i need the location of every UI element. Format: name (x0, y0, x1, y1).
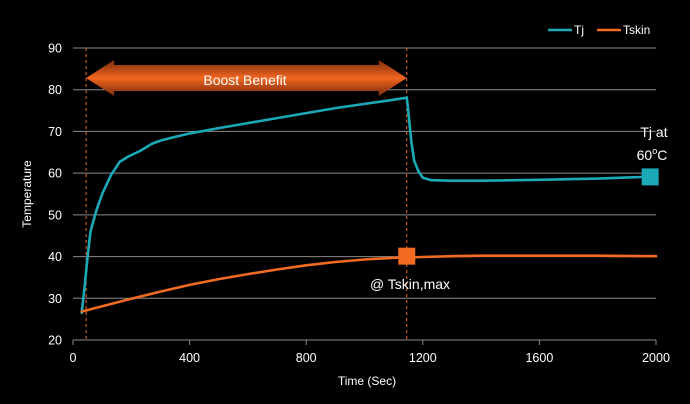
y-tick-label-30: 30 (48, 292, 62, 306)
legend-label-tskin: Tskin (623, 23, 650, 37)
x-tick-label-800: 800 (296, 351, 317, 365)
y-tick-label-70: 70 (48, 125, 62, 139)
x-axis-title: Time (Sec) (338, 374, 396, 388)
tskin-max-annotation: @ Tskin,max (370, 276, 450, 292)
x-tick-label-400: 400 (179, 351, 200, 365)
legend: Tj Tskin (548, 23, 650, 37)
y-axis-ticks: 20 30 40 50 60 70 80 90 (48, 42, 62, 348)
marker-tj (642, 168, 659, 185)
series-line-tskin (82, 256, 656, 312)
tj-60c-annotation: 60oC (637, 146, 668, 163)
legend-label-tj: Tj (574, 23, 584, 37)
temperature-chart: 20 30 40 50 60 70 80 90 0 400 800 1200 1600 2000 Tem… (0, 0, 690, 404)
y-tick-label-60: 60 (48, 167, 62, 181)
y-axis-title: Temperature (20, 160, 34, 228)
y-tick-label-20: 20 (48, 334, 62, 348)
y-tick-label-50: 50 (48, 208, 62, 222)
boost-benefit-label: Boost Benefit (203, 72, 286, 88)
tj-60-value: 60 (637, 147, 653, 163)
series-lines (82, 98, 656, 313)
celsius-unit: C (657, 147, 667, 163)
x-tick-label-0: 0 (70, 351, 77, 365)
marker-tskin (398, 248, 415, 265)
y-tick-label-90: 90 (48, 42, 62, 56)
y-tick-label-40: 40 (48, 250, 62, 264)
x-tick-label-2000: 2000 (642, 351, 670, 365)
x-axis-ticks: 0 400 800 1200 1600 2000 (70, 340, 670, 365)
series-line-tj (82, 98, 656, 313)
tj-at-annotation: Tj at (640, 124, 667, 140)
y-tick-label-80: 80 (48, 83, 62, 97)
x-tick-label-1200: 1200 (409, 351, 437, 365)
series-markers (398, 168, 658, 264)
boost-boundary-lines (86, 48, 407, 340)
x-tick-label-1600: 1600 (525, 351, 553, 365)
grid-lines (73, 48, 656, 340)
